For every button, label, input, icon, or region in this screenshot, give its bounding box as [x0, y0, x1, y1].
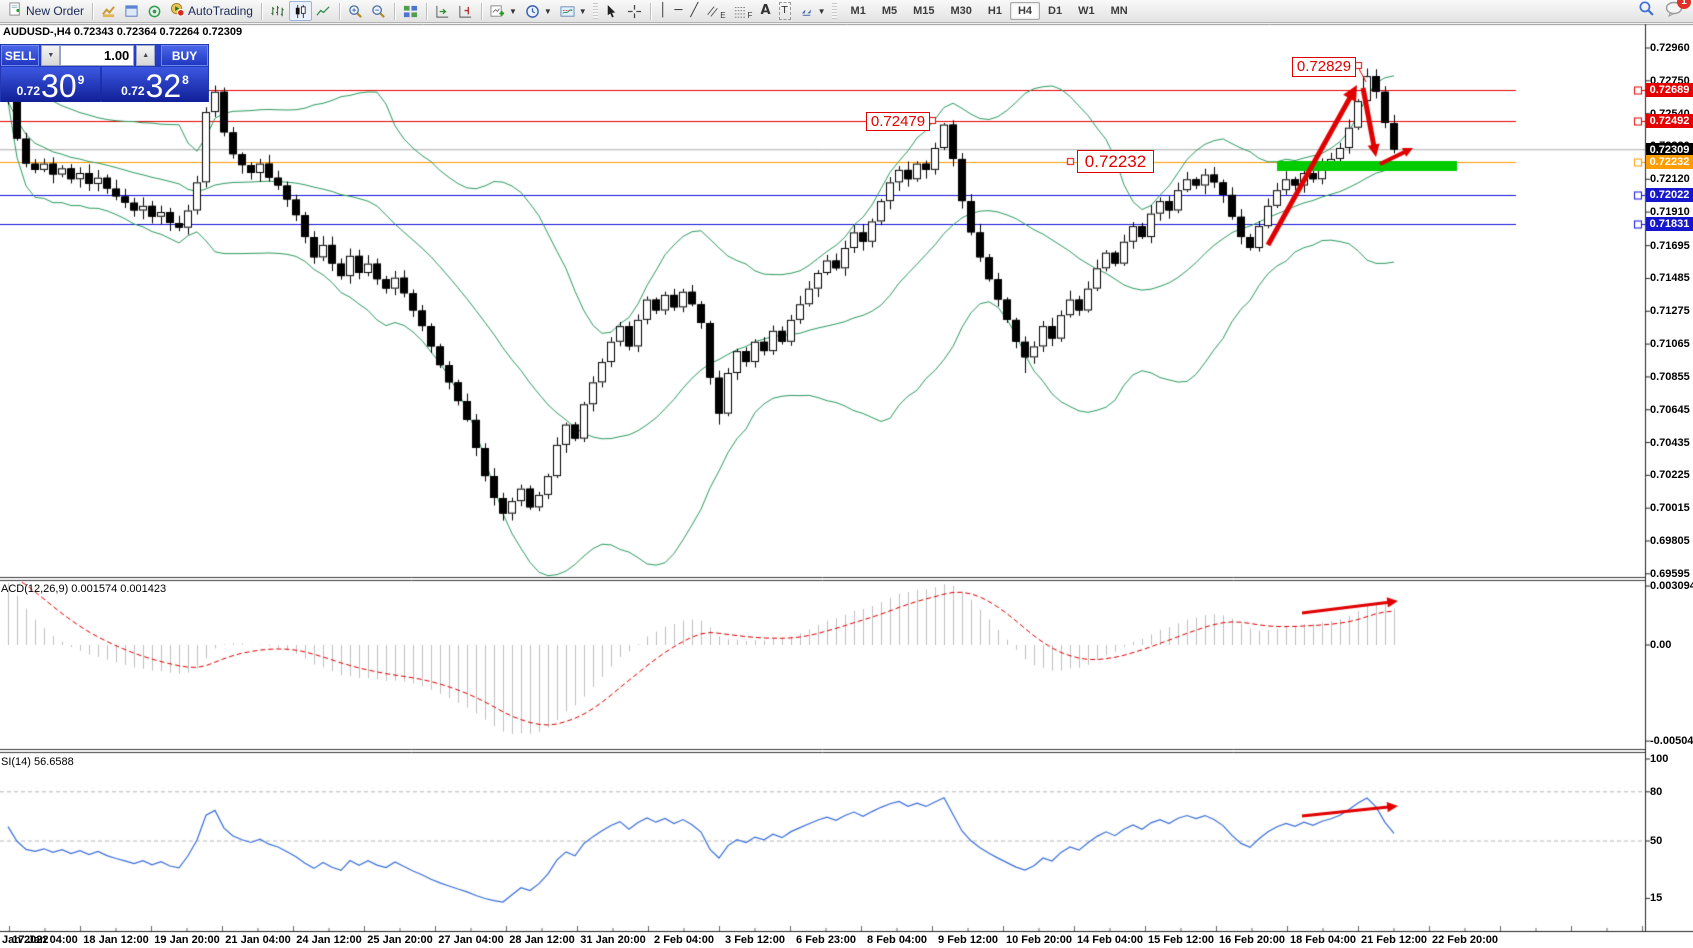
dropdown-caret: ▼ — [508, 6, 517, 16]
buy-price-big: 32 — [145, 68, 182, 104]
volume-increase-button[interactable]: ▲ — [136, 45, 156, 66]
sell-price-display[interactable]: 0.72 30 9 — [1, 67, 100, 102]
crosshair-button[interactable] — [623, 1, 646, 21]
timeframe-m1-button[interactable]: M1 — [850, 5, 866, 17]
chat-icon[interactable]: 1 — [1665, 0, 1691, 22]
volume-decrease-button[interactable]: ▼ — [41, 45, 61, 66]
autotrading-button[interactable]: AutoTrading — [166, 1, 257, 21]
autotrading-icon — [170, 2, 185, 20]
sell-button[interactable]: SELL — [1, 45, 40, 66]
periods-button[interactable]: ▼ — [521, 1, 556, 21]
text-icon: A — [760, 3, 771, 18]
toolbar-separator — [480, 2, 482, 20]
new-order-label: New Order — [26, 4, 85, 18]
trendline-button[interactable]: ╱ — [686, 1, 702, 21]
zoom-out-button[interactable] — [367, 1, 390, 21]
dropdown-caret: ▼ — [543, 6, 552, 16]
search-icon[interactable] — [1638, 0, 1655, 22]
toolbar-right-cluster: 1 — [1638, 0, 1691, 22]
candlestick-chart-button[interactable] — [288, 1, 312, 21]
text-label-icon: T — [778, 2, 791, 20]
toolbar-grip — [592, 3, 598, 19]
timeframe-w1-button[interactable]: W1 — [1078, 5, 1095, 17]
tile-windows-button[interactable] — [399, 1, 422, 21]
toolbar-separator — [393, 2, 395, 20]
zoom-in-button[interactable] — [344, 1, 367, 21]
timeframe-mn-button[interactable]: MN — [1110, 5, 1128, 17]
text-label-button[interactable]: T — [775, 1, 795, 21]
arrows-button[interactable]: ▼ — [795, 1, 830, 21]
fibonacci-button[interactable]: F — [730, 1, 757, 21]
fibonacci-letter: F — [747, 11, 753, 20]
timeframe-m5-button[interactable]: M5 — [881, 5, 898, 17]
channel-letter: E — [720, 11, 726, 20]
horizontal-line-icon: ─ — [674, 3, 683, 18]
time-scale[interactable] — [0, 932, 1693, 948]
new-order-button[interactable]: New Order — [4, 1, 88, 21]
timeframe-h1-button[interactable]: H1 — [987, 5, 1002, 17]
chat-unread-badge: 1 — [1677, 0, 1691, 9]
toolbar-grip — [831, 3, 837, 19]
toolbar-separator — [338, 2, 340, 20]
new-chart-button[interactable]: ▼ — [486, 1, 521, 21]
templates-button[interactable]: ▼ — [556, 1, 591, 21]
sell-price-prefix: 0.72 — [16, 84, 41, 98]
one-click-trading-panel: SELL ▼ ▲ BUY 0.72 30 9 0.72 32 8 — [0, 44, 209, 102]
profiles-button[interactable] — [120, 1, 143, 21]
data-window-button[interactable] — [143, 1, 166, 21]
line-chart-button[interactable] — [312, 1, 335, 21]
timeframe-h4-button[interactable]: H4 — [1009, 2, 1041, 20]
vertical-line-icon: │ — [658, 3, 667, 18]
buy-price-display[interactable]: 0.72 32 8 — [102, 67, 208, 102]
cursor-button[interactable] — [600, 1, 623, 21]
dropdown-caret: ▼ — [578, 6, 587, 16]
toolbar-separator — [260, 2, 262, 20]
toolbar-separator — [425, 2, 427, 20]
buy-button[interactable]: BUY — [161, 45, 208, 66]
equidistant-channel-button[interactable]: E — [702, 1, 729, 21]
buy-price-pip: 8 — [182, 73, 189, 87]
dropdown-caret: ▼ — [817, 6, 826, 16]
timeframe-d1-button[interactable]: D1 — [1048, 5, 1063, 17]
horizontal-line-button[interactable]: ─ — [671, 1, 687, 21]
trendline-icon: ╱ — [690, 3, 699, 18]
bar-chart-button[interactable] — [266, 1, 289, 21]
text-button[interactable]: A — [756, 1, 774, 21]
toolbar: New Order AutoTrading — [0, 0, 1693, 23]
auto-scroll-button[interactable] — [431, 1, 454, 21]
timeframe-m30-button[interactable]: M30 — [950, 5, 972, 17]
charts-button[interactable] — [97, 1, 120, 21]
buy-price-prefix: 0.72 — [121, 84, 145, 98]
new-order-icon — [8, 2, 23, 20]
price-scale[interactable] — [1646, 24, 1693, 931]
sell-price-pip: 9 — [77, 73, 85, 87]
sell-price-big: 30 — [41, 68, 77, 104]
autotrading-label: AutoTrading — [188, 4, 253, 18]
volume-input[interactable] — [60, 45, 135, 66]
timeframe-toolbar: M1 M5 M15 M30 H1 H4 D1 W1 MN — [843, 2, 1136, 20]
timeframe-m15-button[interactable]: M15 — [913, 5, 935, 17]
toolbar-separator — [649, 2, 651, 20]
vertical-line-button[interactable]: │ — [655, 1, 671, 21]
chart-shift-button[interactable] — [454, 1, 477, 21]
toolbar-separator — [92, 2, 94, 20]
